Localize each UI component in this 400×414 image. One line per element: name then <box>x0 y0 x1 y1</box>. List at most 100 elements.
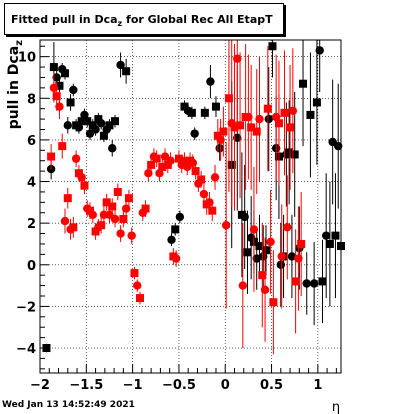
data-point <box>210 173 220 182</box>
data-point <box>263 104 272 113</box>
data-point <box>167 235 176 244</box>
data-point <box>290 150 299 159</box>
data-point <box>111 117 120 126</box>
data-point <box>274 119 283 128</box>
data-point <box>294 254 303 263</box>
data-point <box>74 169 83 178</box>
chart-title-prefix: Fitted pull in Dca <box>11 13 118 26</box>
data-point <box>105 121 114 130</box>
data-point <box>116 60 125 70</box>
data-point <box>334 141 343 151</box>
data-point <box>71 154 81 163</box>
data-point <box>158 162 167 171</box>
y-tick-label: 2 <box>27 217 36 232</box>
data-point <box>252 127 261 136</box>
data-point <box>299 79 308 88</box>
x-tick-label: 0.5 <box>260 378 283 393</box>
data-point <box>276 260 285 269</box>
data-point <box>74 123 84 132</box>
data-point <box>325 239 334 248</box>
data-point <box>315 46 324 55</box>
chart-title-suffix: for Global Rec All EtapT <box>122 13 273 26</box>
data-point <box>268 42 277 51</box>
plot-frame <box>39 39 342 374</box>
data-point <box>96 119 106 128</box>
data-point <box>144 169 153 178</box>
data-point <box>69 85 78 95</box>
data-point <box>55 102 64 111</box>
data-point <box>119 214 128 223</box>
plot-series <box>42 40 345 355</box>
data-point <box>83 117 92 126</box>
data-point <box>77 117 86 126</box>
data-point <box>208 206 217 215</box>
data-point <box>197 175 206 184</box>
timestamp-footer: Wed Jan 13 14:52:49 2021 <box>2 400 135 410</box>
x-tick-label: −2 <box>30 378 50 393</box>
data-point <box>286 123 295 132</box>
data-point <box>297 239 306 248</box>
data-point <box>213 131 222 140</box>
data-point <box>52 73 61 82</box>
data-point <box>287 252 297 261</box>
data-point <box>97 221 106 230</box>
data-point <box>240 212 249 222</box>
data-point <box>155 169 164 178</box>
data-point <box>291 277 300 286</box>
series-1 <box>47 40 306 355</box>
x-tick-label: −0.5 <box>162 378 196 393</box>
data-point <box>302 279 311 288</box>
data-point <box>61 69 70 78</box>
chart-title-sub: z <box>117 19 123 29</box>
data-point <box>258 271 267 280</box>
data-point <box>252 254 261 263</box>
data-point <box>266 237 275 247</box>
x-tick-label: 0 <box>221 378 230 393</box>
data-point <box>255 242 264 251</box>
data-point <box>264 114 273 124</box>
data-point <box>261 246 270 255</box>
data-point <box>69 223 78 232</box>
data-point <box>233 133 242 143</box>
data-point <box>216 135 225 145</box>
data-point <box>141 204 150 213</box>
data-point <box>124 194 133 203</box>
data-point <box>249 225 259 234</box>
x-tick-label: −1 <box>123 378 143 393</box>
data-point <box>236 121 245 130</box>
data-point <box>80 181 89 190</box>
plot-ticks <box>39 45 337 373</box>
data-point <box>108 202 117 211</box>
data-point <box>163 160 172 169</box>
data-point <box>116 229 125 238</box>
data-point <box>247 123 256 132</box>
data-point <box>122 67 131 76</box>
data-point <box>49 83 59 93</box>
y-tick-label: −4 <box>16 342 36 357</box>
y-tick-label: −2 <box>16 300 36 315</box>
data-point <box>187 108 196 117</box>
data-point <box>130 269 139 278</box>
data-point <box>321 231 331 240</box>
y-tick-label: 0 <box>27 259 36 274</box>
data-point <box>108 144 117 153</box>
data-point <box>180 102 189 111</box>
data-point <box>147 160 156 169</box>
data-point <box>166 156 175 165</box>
data-point <box>277 252 286 261</box>
plot-grid <box>39 40 341 373</box>
data-point <box>94 115 103 124</box>
y-tick-label: 6 <box>27 134 36 149</box>
data-point <box>171 254 181 263</box>
data-point <box>80 110 89 120</box>
data-point <box>331 231 340 240</box>
data-point <box>219 127 228 136</box>
data-point <box>60 216 70 226</box>
data-point <box>205 198 214 207</box>
data-point <box>318 277 327 286</box>
data-point <box>127 231 136 240</box>
data-point <box>280 108 289 117</box>
data-point <box>306 110 315 119</box>
data-point <box>91 125 100 134</box>
data-point <box>99 131 108 140</box>
